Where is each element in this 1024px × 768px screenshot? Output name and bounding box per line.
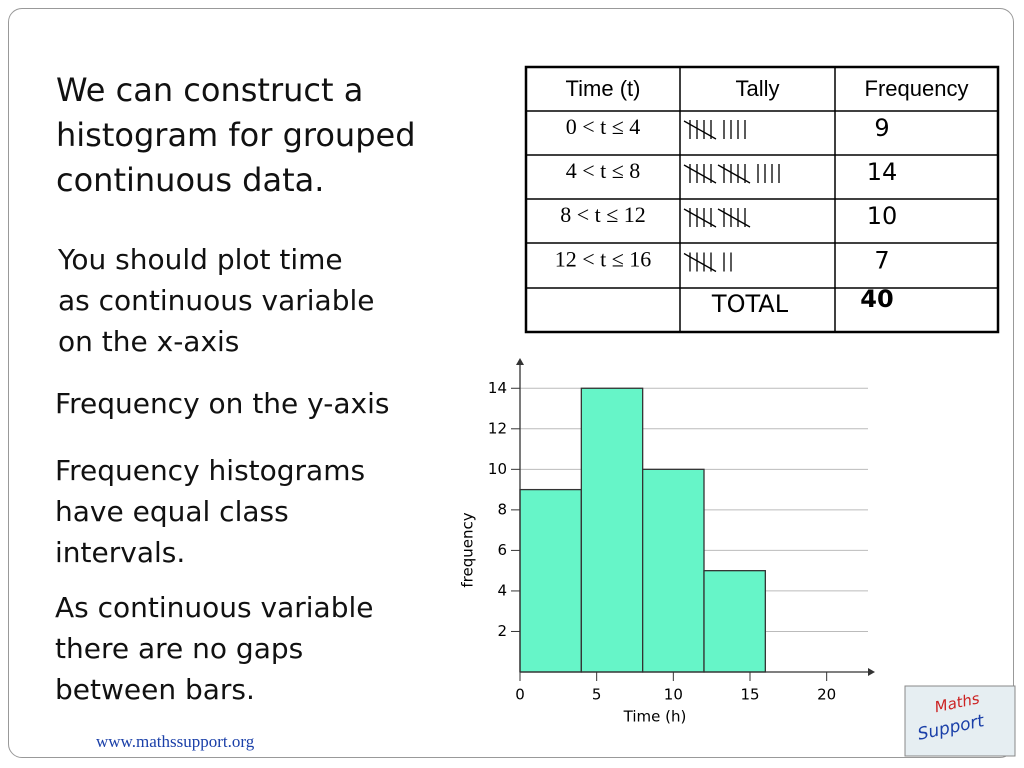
table-header: Tally [735, 76, 779, 101]
interval-cell: 8 < t ≤ 12 [560, 202, 646, 227]
x-tick-label: 15 [740, 686, 759, 704]
x-tick-label: 10 [664, 686, 683, 704]
x-tick-label: 0 [515, 686, 525, 704]
slide-frame [8, 8, 1014, 758]
note-line: You should plot time [58, 243, 343, 276]
heading-line: continuous data. [56, 161, 325, 199]
y-tick-label: 10 [488, 460, 507, 478]
bar [703, 570, 766, 673]
x-tick-label: 20 [817, 686, 836, 704]
frequency-cell: 9 [874, 114, 889, 142]
y-tick-label: 8 [497, 500, 507, 518]
footer: www.mathssupport.org [96, 732, 254, 752]
x-axis-label: Time (h) [623, 708, 687, 726]
bar [519, 488, 582, 673]
heading-line: We can construct a [56, 71, 364, 109]
note-line: have equal class [55, 495, 289, 528]
total-label: TOTAL [711, 290, 789, 318]
table-header: Time (t) [566, 76, 641, 101]
tally [683, 120, 746, 140]
y-axis-label: frequency [459, 512, 477, 587]
y-tick-label: 6 [497, 541, 507, 559]
frequency-cell: 10 [867, 202, 898, 230]
interval-cell: 4 < t ≤ 8 [566, 158, 641, 183]
note-line: as continuous variable [58, 284, 375, 317]
logo-box [904, 685, 1016, 757]
table-header: Frequency [865, 76, 969, 101]
y-tick-label: 12 [488, 419, 507, 437]
note-line: between bars. [55, 673, 255, 706]
note-line: intervals. [55, 536, 186, 569]
x-tick-label: 5 [592, 686, 602, 704]
note: Frequency on the y-axis [55, 383, 389, 424]
y-axis-arrow [516, 358, 524, 365]
tally [683, 208, 751, 228]
interval-cell: 0 < t ≤ 4 [566, 114, 641, 139]
note-line: there are no gaps [55, 632, 304, 665]
frequency-cell: 14 [867, 158, 898, 186]
tally [683, 252, 732, 273]
y-tick-label: 4 [497, 581, 507, 599]
tally [683, 164, 780, 184]
note-line: Frequency on the y-axis [55, 387, 390, 420]
bar [580, 387, 644, 673]
y-tick-label: 14 [488, 379, 507, 397]
note: Frequency histograms have equal class in… [55, 450, 365, 573]
note-line: on the x-axis [58, 325, 240, 358]
x-axis-arrow [868, 668, 875, 676]
note: You should plot time as continuous varia… [58, 239, 375, 362]
total-value: 40 [860, 285, 893, 313]
frequency-cell: 7 [874, 247, 889, 275]
footer-link: www.mathssupport.org [96, 732, 255, 751]
note-line: As continuous variable [55, 591, 374, 624]
heading: We can construct a histogram for grouped… [56, 68, 416, 203]
bar [642, 468, 705, 673]
note: As continuous variable there are no gaps… [55, 587, 374, 710]
note-line: Frequency histograms [55, 454, 366, 487]
y-tick-label: 2 [497, 622, 507, 640]
heading-line: histogram for grouped [56, 116, 416, 154]
interval-cell: 12 < t ≤ 16 [555, 247, 652, 272]
